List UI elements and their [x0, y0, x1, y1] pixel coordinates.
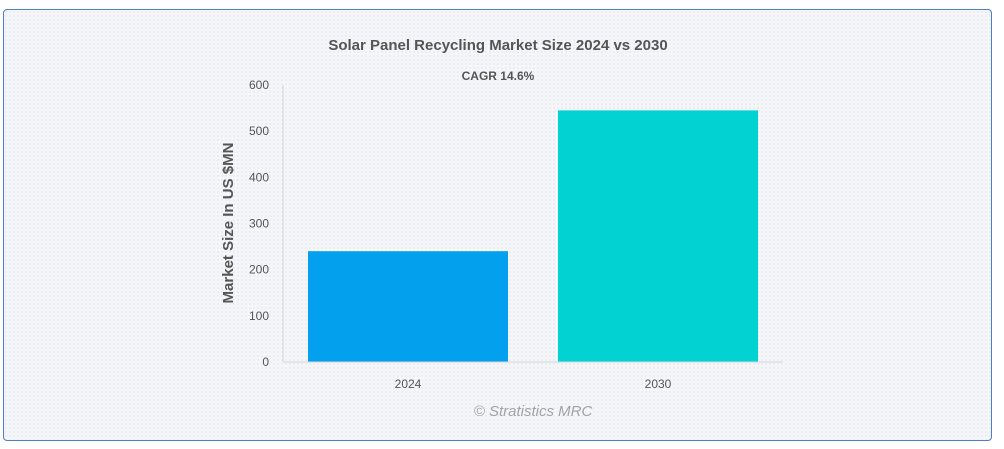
chart-frame [3, 9, 992, 441]
y-tick-label: 400 [249, 170, 269, 184]
y-tick-label: 100 [249, 309, 269, 323]
x-tick-label: 2024 [395, 377, 422, 391]
watermark: © Stratistics MRC [474, 403, 593, 420]
x-axis-ticks: 2024 2030 [395, 377, 672, 391]
y-axis-label: Market Size In US $MN [220, 143, 237, 304]
bar-2024 [308, 251, 508, 362]
y-tick-label: 200 [249, 263, 269, 277]
chart-title: Solar Panel Recycling Market Size 2024 v… [328, 37, 667, 54]
y-tick-label: 500 [249, 124, 269, 138]
bars [308, 110, 758, 363]
chart-subtitle: CAGR 14.6% [462, 69, 535, 83]
y-tick-label: 300 [249, 217, 269, 231]
y-tick-label: 600 [249, 78, 269, 92]
y-axis-ticks: 0 100 200 300 400 500 600 [249, 78, 269, 369]
x-tick-label: 2030 [645, 377, 672, 391]
y-tick-label: 0 [262, 355, 269, 369]
bar-2030 [558, 110, 758, 363]
